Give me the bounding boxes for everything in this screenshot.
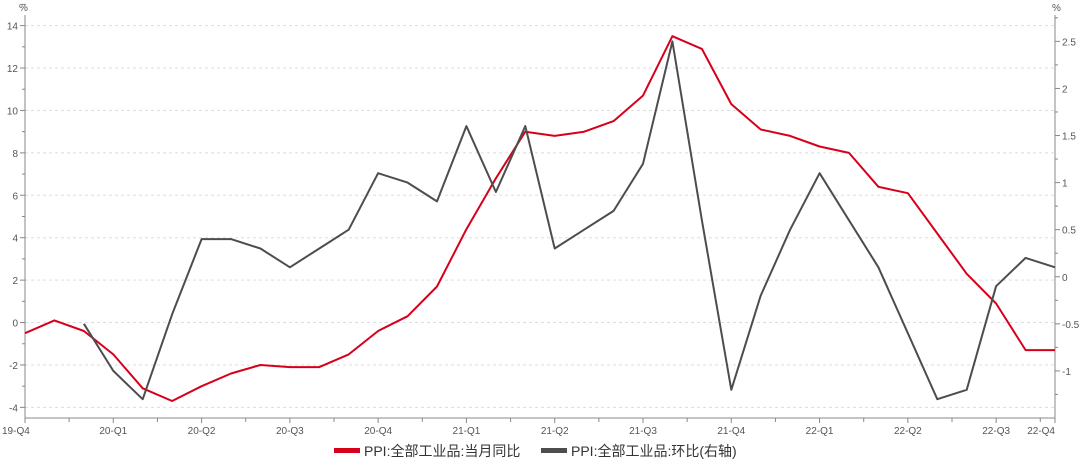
left-tick-label: 10 (7, 106, 19, 117)
x-tick-label: 19-Q4 (2, 426, 30, 437)
x-tick-label: 21-Q4 (717, 426, 745, 437)
right-tick-label: -1 (1062, 367, 1071, 378)
right-tick-label: 0.5 (1062, 226, 1076, 237)
left-tick-label: 0 (12, 319, 18, 330)
right-tick-label: 2.5 (1062, 37, 1076, 48)
left-tick-label: 14 (7, 22, 19, 33)
x-tick-label: 21-Q2 (541, 426, 569, 437)
series-line-yoy (25, 36, 1055, 401)
left-tick-label: 8 (12, 149, 18, 160)
x-tick-label: 21-Q3 (629, 426, 657, 437)
series-line-mom (84, 41, 1055, 399)
legend-label-mom: PPI:全部工业品:环比(右轴) (571, 443, 737, 459)
left-tick-label: 2 (12, 276, 18, 287)
left-tick-label: -4 (9, 403, 18, 414)
x-tick-label: 20-Q3 (276, 426, 304, 437)
x-tick-label: 22-Q1 (806, 426, 834, 437)
right-tick-label: -0.5 (1062, 320, 1080, 331)
left-tick-label: 6 (12, 191, 18, 202)
left-tick-label: 4 (12, 234, 18, 245)
x-tick-label: 20-Q1 (99, 426, 127, 437)
legend-swatch-mom (541, 448, 567, 453)
x-tick-label: 20-Q2 (188, 426, 216, 437)
x-tick-label: 22-Q3 (982, 426, 1010, 437)
right-tick-label: 1 (1062, 179, 1068, 190)
x-tick-label: 20-Q4 (364, 426, 392, 437)
left-tick-label: 12 (7, 64, 19, 75)
x-tick-label: 22-Q2 (894, 426, 922, 437)
x-tick-label: 21-Q1 (453, 426, 481, 437)
right-axis-unit: % (1052, 3, 1061, 14)
right-tick-label: 0 (1062, 273, 1068, 284)
left-tick-label: -2 (9, 361, 18, 372)
right-tick-label: 2 (1062, 84, 1068, 95)
legend-label-yoy: PPI:全部工业品:当月同比 (364, 443, 520, 459)
legend: PPI:全部工业品:当月同比 PPI:全部工业品:环比(右轴) (334, 443, 737, 459)
x-tick-label: 22-Q4 (1027, 426, 1055, 437)
right-tick-label: 1.5 (1062, 132, 1076, 143)
legend-swatch-yoy (334, 448, 360, 453)
